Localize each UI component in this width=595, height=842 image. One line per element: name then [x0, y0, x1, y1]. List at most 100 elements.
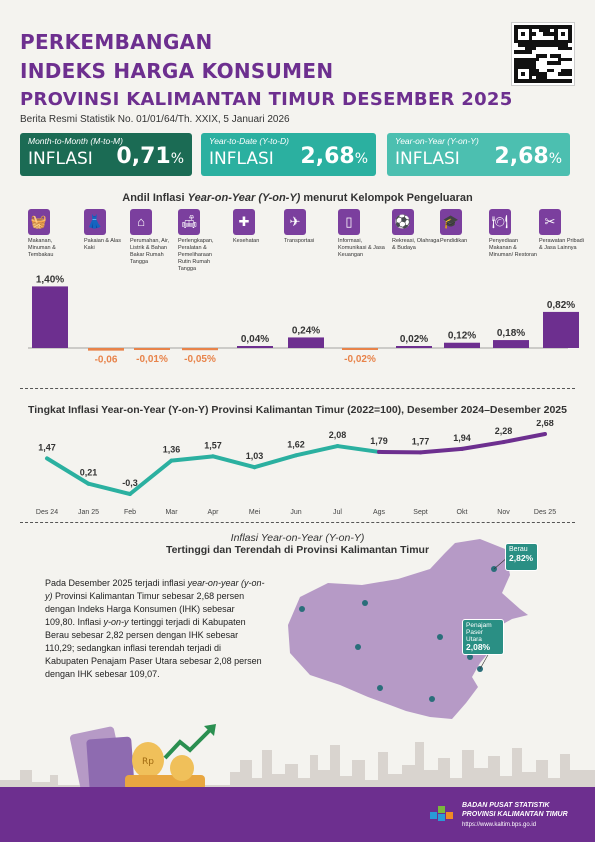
group-label: Transportasi [284, 238, 315, 244]
bar-value-label: 0,24% [292, 325, 320, 336]
money-illustration: Rp [70, 724, 216, 795]
inflation-label: INFLASI [28, 149, 93, 169]
clothing-icon: 👗 [84, 209, 106, 235]
group-label: Perumahan, Air, Listrik & Bahan Bakar Ru… [130, 238, 170, 265]
line-chart-title: Tingkat Inflasi Year-on-Year (Y-on-Y) Pr… [28, 404, 567, 416]
group-9: 🎓 Pendidikan [440, 209, 488, 245]
point-value-label: 1,79 [370, 436, 388, 446]
sport-icon: ⚽ [392, 209, 414, 235]
group-8: ⚽ Rekreasi, Olahraga & Budaya [392, 209, 440, 252]
bar [88, 348, 124, 351]
x-tick-label: Mei [249, 509, 261, 516]
svg-text:Rp: Rp [142, 757, 154, 767]
x-tick-label: Feb [124, 509, 136, 516]
line-segment [460, 440, 506, 451]
bar [182, 348, 218, 351]
bar-value-label: -0,01% [136, 354, 168, 365]
group-label: Kesehatan [233, 238, 260, 244]
point-value-label: 1,03 [246, 451, 264, 461]
point-value-label: 2,08 [329, 430, 347, 440]
qr-code [511, 22, 575, 86]
point-value-label: 1,57 [204, 440, 222, 450]
point-value-label: 0,21 [80, 468, 98, 478]
map-title: Inflasi Year-on-Year (Y-on-Y) Tertinggi d… [165, 532, 430, 556]
bps-name: BADAN PUSAT STATISTIK [462, 802, 550, 809]
inflation-value: 2,68% [494, 144, 562, 169]
inflation-box-2: Year-to-Date (Y-to-D) INFLASI 2,68% [201, 133, 376, 176]
point-value-label: 2,68 [536, 420, 554, 428]
health-icon: ✚ [233, 209, 255, 235]
group-5: ✚ Kesehatan [233, 209, 281, 245]
title-line-1: PERKEMBANGAN [20, 30, 213, 54]
point-value-label: 1,77 [412, 436, 430, 446]
title-line-3: PROVINSI KALIMANTAN TIMUR DESEMBER 2025 [20, 89, 513, 110]
bar-value-label: 0,02% [400, 334, 428, 345]
x-tick-label: Ags [373, 509, 386, 516]
bar-value-label: -0,05% [184, 354, 216, 365]
personal-care-icon: ✂ [539, 209, 561, 235]
group-1: 🧺 Makanan, Minuman & Tembakau [28, 209, 76, 259]
transport-icon: ✈ [284, 209, 306, 235]
restaurant-icon: 🍽 [489, 209, 511, 235]
bar [396, 346, 432, 348]
line-segment [252, 453, 298, 470]
city-skyline [0, 742, 595, 790]
x-tick-label: Des 24 [36, 509, 58, 516]
andil-title: Andil Inflasi Year-on-Year (Y-on-Y) menu… [122, 192, 473, 204]
group-label: Pakaian & Alas Kaki [84, 238, 121, 251]
x-tick-label: Jul [333, 509, 342, 516]
bar [134, 348, 170, 350]
group-label: Informasi, Komunikasi & Jasa Keuangan [338, 238, 385, 258]
point-value-label: 1,62 [287, 439, 305, 449]
berau-callout: Berau 2,82% [505, 543, 538, 571]
inflation-box-3: Year-on-Year (Y-on-Y) INFLASI 2,68% [387, 133, 570, 176]
group-10: 🍽 Penyediaan Makanan & Minuman/ Restoran [489, 209, 537, 259]
bar-value-label: -0,06 [95, 355, 118, 366]
bar [493, 340, 529, 348]
footer-band [0, 787, 595, 842]
bar-value-label: 0,04% [241, 334, 269, 345]
line-segment [294, 444, 340, 458]
bar-value-label: 0,12% [448, 331, 476, 342]
food-icon: 🧺 [28, 209, 50, 235]
point-value-label: 1,47 [38, 442, 56, 452]
x-tick-label: Nov [497, 509, 510, 516]
x-tick-label: Mar [165, 509, 178, 516]
bar-value-label: 0,82% [547, 300, 575, 311]
group-label: Penyediaan Makanan & Minuman/ Restoran [489, 238, 537, 258]
brs-reference: Berita Resmi Statistik No. 01/01/64/Th. … [20, 114, 290, 125]
group-label: Perawatan Pribadi & Jasa Lainnya [539, 238, 584, 251]
yoy-line-chart: 1,47 Des 24 0,21 Jan 25 -0,3 Feb 1,36 Mar 1,57 Ap… [36, 420, 556, 516]
x-tick-label: Des 25 [534, 509, 556, 516]
group-11: ✂ Perawatan Pribadi & Jasa Lainnya [539, 209, 587, 252]
point-value-label: -0,3 [122, 478, 138, 488]
group-label: Makanan, Minuman & Tembakau [28, 238, 56, 258]
household-equipment-icon: 🛋 [178, 209, 200, 235]
bar [288, 337, 324, 348]
inflation-period-label: Year-on-Year (Y-on-Y) [395, 136, 479, 146]
bps-region: PROVINSI KALIMANTAN TIMUR [462, 811, 568, 818]
line-segment [501, 432, 547, 445]
point-value-label: 2,28 [495, 426, 513, 436]
education-icon: 🎓 [440, 209, 462, 235]
group-7: ▯ Informasi, Komunikasi & Jasa Keuangan [338, 209, 386, 259]
bar [342, 348, 378, 350]
line-segment [418, 446, 464, 455]
ppu-callout: Penajam Paser Utara 2,08% [462, 619, 504, 655]
line-segment [45, 456, 91, 486]
summary-paragraph: Pada Desember 2025 terjadi inflasi year-… [45, 578, 265, 680]
bar [237, 346, 273, 348]
inflation-period-label: Month-to-Month (M-to-M) [28, 136, 123, 146]
bar-value-label: -0,02% [344, 354, 376, 365]
group-4: 🛋 Perlengkapan, Peralatan & Pemeliharaan … [178, 209, 226, 272]
line-segment [169, 454, 215, 463]
divider [20, 388, 575, 389]
line-segment [86, 481, 132, 496]
group-label: Rekreasi, Olahraga & Budaya [392, 238, 440, 251]
bar [444, 342, 480, 348]
bar [32, 286, 68, 348]
bps-url[interactable]: https://www.kaltim.bps.go.id [462, 822, 537, 828]
x-tick-label: Jun [290, 509, 301, 516]
bps-logo-icon [430, 806, 453, 821]
group-6: ✈ Transportasi [284, 209, 332, 245]
